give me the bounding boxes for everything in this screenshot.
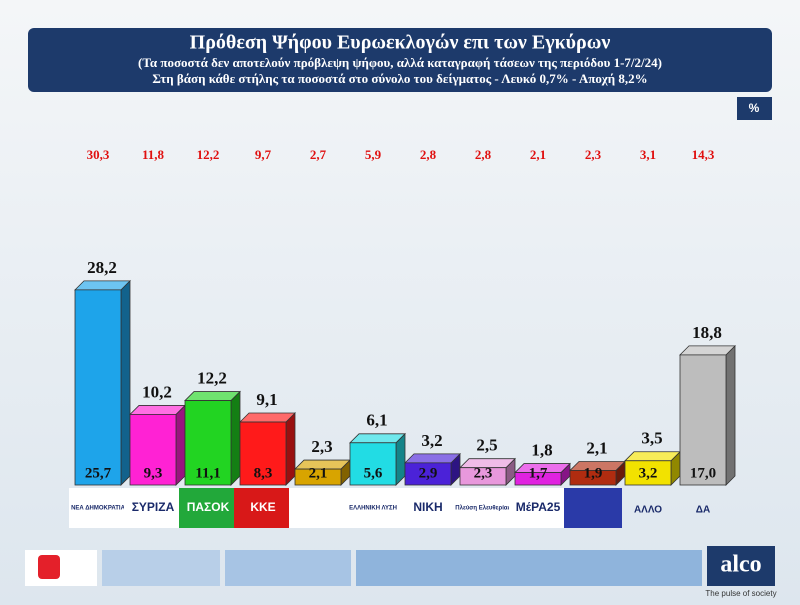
footer-strip bbox=[356, 550, 702, 586]
value-label: 1,8 bbox=[531, 440, 552, 459]
bar-top bbox=[239, 412, 296, 423]
bar bbox=[349, 442, 397, 486]
value-label: 3,2 bbox=[421, 431, 442, 450]
value-label: 6,1 bbox=[366, 411, 387, 430]
chart-note: Στη βάση κάθε στήλης τα ποσοστά στο σύνο… bbox=[152, 71, 647, 86]
base-label: 1,7 bbox=[529, 465, 548, 481]
party-logo bbox=[344, 488, 402, 528]
bar-side bbox=[230, 390, 241, 486]
value-label: 18,8 bbox=[692, 323, 722, 342]
bar-top bbox=[349, 433, 406, 444]
category-label: ΜέΡΑ25 bbox=[516, 500, 561, 514]
party-logo bbox=[454, 488, 512, 528]
category-label: ΕΛΛΗΝΙΚΗ ΛΥΣΗ bbox=[349, 506, 397, 512]
value-label: 9,1 bbox=[256, 390, 277, 409]
brand-box bbox=[707, 546, 775, 586]
bar bbox=[74, 289, 122, 486]
bar bbox=[679, 354, 727, 486]
party-logo bbox=[564, 488, 622, 528]
top-label: 11,8 bbox=[142, 147, 165, 162]
base-label: 25,7 bbox=[85, 465, 112, 481]
party-logo bbox=[124, 488, 182, 528]
bar-side bbox=[285, 412, 296, 486]
bar-top bbox=[184, 391, 241, 401]
footer-logo bbox=[38, 555, 60, 579]
bar bbox=[184, 400, 232, 486]
base-label: 9,3 bbox=[144, 465, 163, 481]
top-label: 5,9 bbox=[365, 147, 382, 162]
top-label: 9,7 bbox=[255, 147, 272, 162]
value-label: 2,3 bbox=[311, 437, 332, 456]
bar-side bbox=[725, 344, 736, 486]
top-label: 2,8 bbox=[420, 147, 437, 162]
base-label: 2,9 bbox=[419, 465, 438, 481]
top-label: 2,7 bbox=[310, 147, 327, 162]
category-label: ΠΑΣΟΚ bbox=[187, 500, 230, 514]
party-logo bbox=[69, 488, 127, 528]
top-label: 3,1 bbox=[640, 147, 656, 162]
bar bbox=[239, 421, 287, 486]
top-label: 12,2 bbox=[197, 147, 220, 162]
bar-top bbox=[129, 405, 186, 415]
title-box bbox=[28, 28, 772, 92]
bar bbox=[624, 460, 672, 486]
value-label: 3,5 bbox=[641, 429, 662, 448]
party-logo bbox=[509, 488, 567, 528]
category-label: ΑΛΛΟ bbox=[634, 505, 662, 516]
bar-top bbox=[624, 451, 681, 462]
value-label: 2,1 bbox=[586, 438, 607, 457]
value-label: 10,2 bbox=[142, 382, 172, 401]
category-label: Πλεύση Ελευθερίας bbox=[455, 506, 510, 512]
party-logo bbox=[289, 488, 347, 528]
base-label: 2,1 bbox=[309, 465, 328, 481]
base-label: 8,3 bbox=[254, 465, 273, 481]
unit-box bbox=[737, 97, 772, 120]
footer: alco The pulse of society bbox=[25, 546, 777, 598]
footer-strip bbox=[225, 550, 351, 586]
base-label: 3,2 bbox=[639, 465, 658, 481]
bar bbox=[129, 414, 177, 486]
bar bbox=[294, 468, 342, 486]
bar-side bbox=[175, 404, 186, 486]
party-logo bbox=[399, 488, 457, 528]
base-label: 11,1 bbox=[195, 465, 220, 481]
top-label: 2,8 bbox=[475, 147, 492, 162]
chart-subtitle: (Τα ποσοστά δεν αποτελούν πρόβλεψη ψήφου… bbox=[138, 55, 662, 70]
unit-label: % bbox=[749, 101, 760, 115]
value-label: 2,5 bbox=[476, 436, 497, 455]
base-label: 1,9 bbox=[584, 465, 603, 481]
category-label: ΝΕΑ ΔΗΜΟΚΡΑΤΙΑ bbox=[71, 506, 125, 512]
brand: alco bbox=[720, 552, 761, 578]
tagline: The pulse of society bbox=[705, 589, 776, 598]
category-label: ΝΙΚΗ bbox=[413, 500, 442, 514]
chart-title: Πρόθεση Ψήφου Ευρωεκλογών επι των Εγκύρω… bbox=[190, 32, 611, 54]
category-label: ΔΑ bbox=[696, 505, 710, 516]
bar-side bbox=[120, 279, 131, 486]
bar bbox=[459, 467, 507, 486]
top-label: 2,3 bbox=[585, 147, 602, 162]
bar-top bbox=[74, 280, 131, 291]
party-logo bbox=[179, 488, 237, 528]
category-label: ΚΚΕ bbox=[250, 500, 275, 514]
top-label: 30,3 bbox=[87, 147, 110, 162]
party-logo bbox=[234, 488, 292, 528]
bar-top bbox=[679, 345, 736, 356]
value-label: 12,2 bbox=[197, 368, 227, 387]
bar bbox=[514, 472, 562, 486]
bar bbox=[569, 470, 617, 486]
footer-strip bbox=[102, 550, 220, 586]
base-label: 2,3 bbox=[474, 465, 493, 481]
base-label: 17,0 bbox=[690, 465, 716, 481]
top-label: 2,1 bbox=[530, 147, 546, 162]
top-label: 14,3 bbox=[692, 147, 715, 162]
value-label: 28,2 bbox=[87, 258, 117, 277]
base-label: 5,6 bbox=[364, 465, 383, 481]
bar bbox=[404, 462, 452, 486]
bar-top bbox=[404, 453, 461, 464]
footer-logo-box bbox=[25, 550, 97, 586]
category-label: ΣΥΡΙΖΑ bbox=[132, 500, 175, 514]
